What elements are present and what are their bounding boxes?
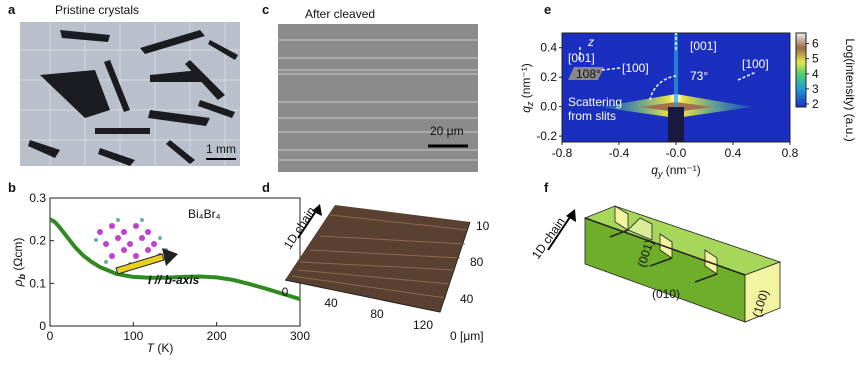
photo-crystals bbox=[20, 22, 240, 166]
arrowhead bbox=[566, 209, 576, 222]
annotation: [001] bbox=[690, 39, 717, 53]
axis-unit: [μm] bbox=[460, 329, 484, 343]
colorbar-tick-label: 5 bbox=[812, 52, 819, 66]
y-axis-label: qz (nm⁻¹) bbox=[519, 63, 536, 113]
y-unit: (nm⁻¹) bbox=[519, 63, 533, 98]
y-unit: (Ωcm) bbox=[11, 238, 25, 271]
x-symbol: q bbox=[651, 163, 658, 177]
annotation: Scattering bbox=[568, 95, 622, 109]
panel-label: e bbox=[544, 2, 551, 17]
colorbar-label: Log(intensity) (a.u.) bbox=[843, 38, 857, 141]
x-axis-label: qy (nm⁻¹) bbox=[651, 163, 701, 180]
arrowhead bbox=[162, 248, 178, 266]
annotation: z bbox=[587, 35, 594, 49]
colorbar bbox=[795, 32, 807, 108]
plot-frame bbox=[49, 197, 301, 327]
x-axis-label: T (K) bbox=[147, 341, 174, 355]
panel-label: d bbox=[262, 180, 270, 195]
x-symbol: T bbox=[147, 341, 156, 355]
face-label: (010) bbox=[652, 287, 680, 301]
x-tick-label: 120 bbox=[413, 318, 433, 332]
data-line bbox=[49, 217, 301, 302]
x-tick-label: 80 bbox=[370, 307, 384, 321]
y-tick-label: 0.3 bbox=[29, 191, 46, 205]
y-tick-label: 0.2 bbox=[540, 70, 557, 84]
x-unit: (nm⁻¹) bbox=[666, 163, 701, 177]
y-tick-label: 40 bbox=[460, 292, 474, 306]
annotation: [001] bbox=[568, 51, 595, 65]
y-tick-label: 0.2 bbox=[29, 234, 46, 248]
y-tick-label: 0 bbox=[39, 319, 46, 333]
annotation: 108° bbox=[576, 67, 601, 81]
sem-image bbox=[278, 24, 478, 172]
x-tick-label: -0.0 bbox=[666, 146, 687, 160]
chain-arrow bbox=[547, 213, 573, 251]
arrowhead bbox=[312, 204, 322, 216]
panel-label: a bbox=[8, 2, 16, 17]
x-tick-label: 40 bbox=[324, 296, 338, 310]
y-symbol: ρ bbox=[11, 279, 25, 287]
material-label: Bi₄Br₄ bbox=[188, 207, 221, 221]
colorbar-tick-label: 4 bbox=[812, 67, 819, 81]
x-subscript: y bbox=[657, 169, 663, 179]
current-arrow bbox=[115, 253, 165, 275]
y-symbol: q bbox=[519, 106, 533, 113]
chain-label: 1D chain bbox=[529, 215, 568, 262]
y-subscript: b bbox=[17, 273, 27, 279]
panel-label: f bbox=[544, 180, 549, 195]
y-tick-label: 0.4 bbox=[540, 41, 557, 55]
y-axis-label: ρb (Ωcm) bbox=[11, 238, 28, 288]
x-unit: (K) bbox=[157, 341, 173, 355]
x-tick-label: 200 bbox=[207, 329, 227, 343]
panel-title: Pristine crystals bbox=[55, 3, 139, 17]
chain-arrow bbox=[297, 207, 319, 239]
y-tick-label: 0.0 bbox=[540, 100, 557, 114]
y-subscript: z bbox=[525, 101, 535, 107]
annotation-arrows bbox=[579, 33, 757, 101]
annotation: [100] bbox=[622, 61, 649, 75]
y-tick-label: -0.2 bbox=[536, 129, 557, 143]
x-tick-label: 100 bbox=[123, 329, 143, 343]
afm-surface bbox=[284, 205, 471, 313]
scale-label: 20 μm bbox=[430, 124, 464, 138]
crystal-structure bbox=[94, 218, 168, 266]
panel-label: b bbox=[8, 180, 16, 195]
colorbar-tick-label: 6 bbox=[812, 37, 819, 51]
line-chart: 0 100 200 300 0 0.1 0.2 0.3 bbox=[29, 191, 310, 343]
annotation: from slits bbox=[568, 109, 616, 123]
annotation: 73° bbox=[690, 69, 708, 83]
panel-label: c bbox=[262, 2, 269, 17]
colorbar-tick-label: 3 bbox=[812, 82, 819, 96]
afm-axes: 0 40 80 120 0 40 80 [μm] 10 bbox=[282, 219, 490, 343]
current-label: I // b-axis bbox=[148, 273, 200, 287]
y-tick-label: 0 bbox=[450, 329, 457, 343]
z-tick-label: 10 bbox=[476, 219, 490, 233]
annotation: [100] bbox=[742, 57, 769, 71]
x-tick-label: 300 bbox=[290, 329, 310, 343]
step-model bbox=[583, 205, 782, 323]
x-tick-label: -0.8 bbox=[552, 146, 573, 160]
x-tick-label: 0.4 bbox=[725, 146, 742, 160]
x-tick-label: -0.4 bbox=[609, 146, 630, 160]
x-tick-label: 0 bbox=[282, 285, 289, 299]
scattering-image bbox=[562, 33, 790, 142]
y-tick-label: 0.1 bbox=[29, 276, 46, 290]
panel-title: After cleaved bbox=[305, 7, 375, 21]
x-tick-label: 0 bbox=[47, 329, 54, 343]
colorbar-tick-label: 2 bbox=[812, 97, 819, 111]
scale-label: 1 mm bbox=[206, 142, 236, 156]
y-tick-label: 80 bbox=[470, 255, 484, 269]
x-tick-label: 0.8 bbox=[782, 146, 799, 160]
